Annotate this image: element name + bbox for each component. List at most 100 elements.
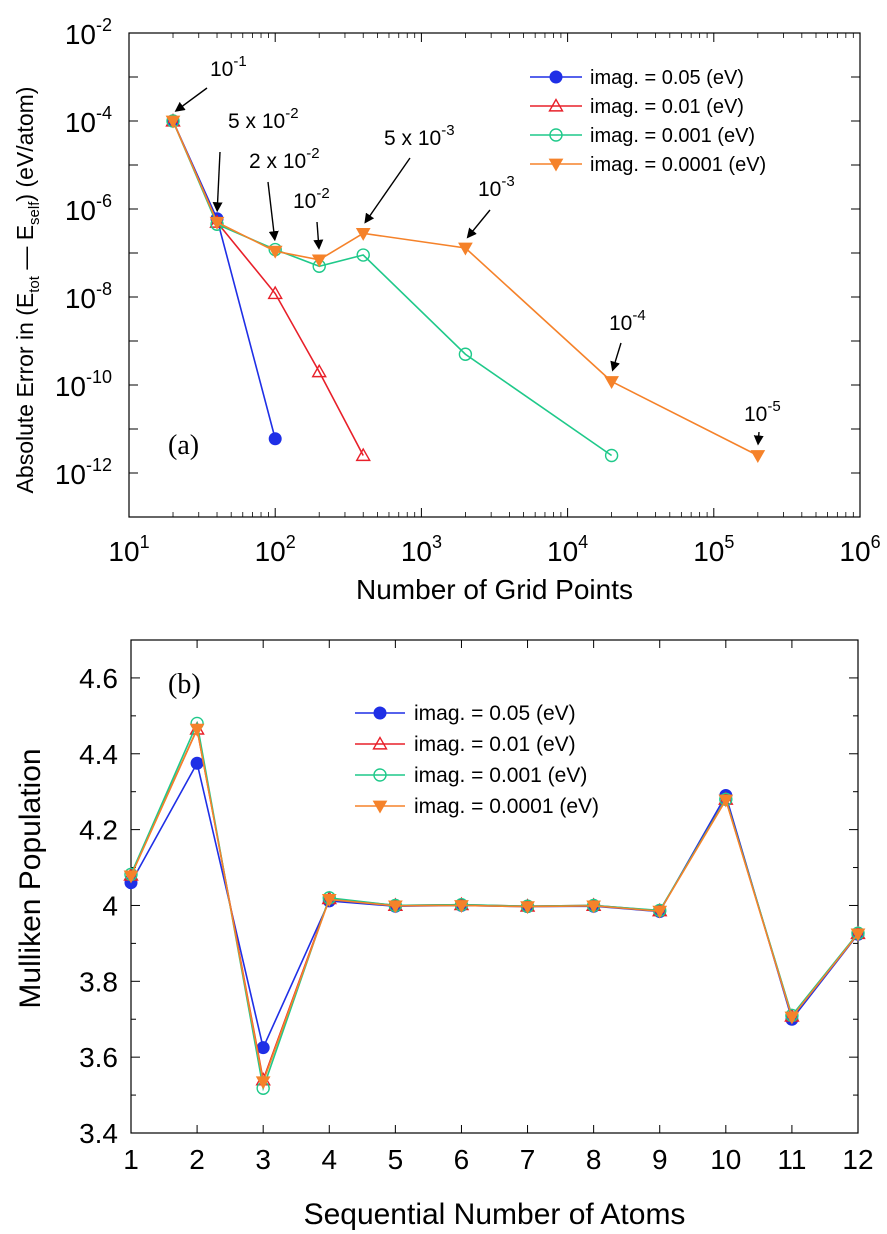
annotation-arrow: [364, 157, 411, 224]
data-point: [586, 900, 601, 914]
annotation-arrow: [753, 431, 764, 446]
data-point: [718, 794, 734, 808]
data-point: [750, 450, 766, 463]
legend-label: imag. = 0.01 (eV): [590, 96, 744, 118]
x-tick-label: 10: [710, 1144, 741, 1175]
annotation-arrow: [313, 221, 324, 250]
data-point: [652, 905, 668, 919]
x-axis-label: Sequential Number of Atoms: [304, 1198, 686, 1231]
annotation-label: 10-3: [478, 173, 515, 201]
annotation-arrow: [610, 342, 622, 372]
annotation-arrow: [174, 87, 208, 112]
x-tick-label: 9: [652, 1144, 668, 1175]
legend-label: imag. = 0.0001 (eV): [414, 795, 599, 818]
x-tick-label: 1: [123, 1144, 139, 1175]
data-point: [520, 901, 535, 915]
data-point: [784, 1011, 800, 1025]
y-axis-label: Absolute Error in (Etot — Eself) (eV/ato…: [12, 87, 43, 494]
y-tick-label: 4.2: [79, 815, 118, 846]
legend-marker: [373, 706, 387, 720]
y-tick-label: 4.6: [79, 663, 118, 694]
x-tick-label: 4: [321, 1144, 337, 1175]
x-tick-label: 106: [839, 532, 880, 567]
annotation-arrow: [466, 209, 491, 239]
annotation-label: 5 x 10-3: [384, 122, 455, 150]
data-point: [165, 115, 181, 129]
series-line: [172, 120, 759, 457]
data-point: [458, 347, 473, 361]
y-tick-label: 10-4: [65, 103, 112, 138]
y-tick-label: 10-10: [55, 367, 112, 402]
y-axis-label: Mulliken Population: [14, 748, 47, 1008]
legend-marker: [373, 768, 387, 782]
annotation-label: 10-5: [744, 398, 781, 426]
data-point: [189, 723, 205, 737]
y-tick-label: 10-8: [65, 279, 112, 314]
legend-marker: [548, 98, 564, 112]
data-point: [321, 894, 337, 907]
data-point: [388, 900, 403, 914]
x-tick-label: 101: [108, 532, 149, 567]
plot-frame: [128, 32, 861, 518]
x-tick-label: 104: [547, 532, 588, 567]
y-tick-label: 4: [102, 890, 118, 921]
data-point: [458, 242, 473, 256]
x-tick-label: 5: [388, 1144, 404, 1175]
x-tick-label: 2: [189, 1144, 205, 1175]
x-tick-label: 12: [842, 1144, 873, 1175]
y-tick-label: 10-12: [55, 455, 112, 490]
x-tick-label: 3: [255, 1144, 271, 1175]
legend-marker: [548, 158, 564, 172]
legend-marker: [372, 736, 388, 750]
y-tick-label: 3.8: [79, 966, 118, 997]
data-point: [604, 376, 619, 390]
x-tick-label: 6: [454, 1144, 470, 1175]
y-tick-label: 10-6: [65, 191, 112, 226]
data-point: [267, 245, 283, 259]
data-point: [209, 216, 225, 230]
x-tick-label: 102: [255, 532, 296, 567]
annotation-label: 10-1: [210, 53, 247, 81]
series-line: [130, 726, 859, 1085]
data-point: [190, 756, 204, 770]
y-tick-label: 4.4: [79, 739, 118, 770]
x-axis-label: Number of Grid Points: [356, 574, 633, 605]
data-point: [355, 227, 371, 241]
y-tick-label: 10-2: [65, 15, 112, 50]
data-point: [267, 285, 283, 300]
data-point: [123, 870, 139, 884]
x-tick-label: 103: [401, 532, 442, 567]
data-point: [356, 248, 370, 262]
panel-b-chart: 1 2 3 4 5 6 7 8 9 10 11 123.43.63.844.24.44.6Sequen…: [14, 639, 874, 1231]
legend-label: imag. = 0.01 (eV): [414, 733, 576, 756]
data-point: [604, 448, 619, 463]
legend-label: imag. = 0.05 (eV): [590, 67, 744, 89]
legend-label: imag. = 0.001 (eV): [590, 125, 755, 147]
series-line: [172, 120, 613, 457]
panel-label: (a): [168, 430, 199, 461]
legend-label: imag. = 0.001 (eV): [414, 764, 587, 787]
y-tick-label: 3.6: [79, 1042, 118, 1073]
legend-marker: [549, 128, 563, 142]
data-point: [256, 1041, 270, 1055]
legend-marker: [549, 70, 563, 84]
data-point: [311, 254, 327, 268]
legend-label: imag. = 0.05 (eV): [414, 702, 576, 725]
annotation-label: 2 x 10-2: [249, 145, 320, 173]
legend-label: imag. = 0.0001 (eV): [590, 154, 766, 176]
data-point: [311, 363, 327, 378]
x-tick-label: 7: [520, 1144, 536, 1175]
y-tick-label: 3.4: [79, 1118, 118, 1149]
x-tick-label: 11: [777, 1144, 806, 1175]
x-tick-label: 105: [693, 532, 734, 567]
annotation-label: 5 x 10-2: [228, 105, 299, 133]
panel-label: (b): [168, 669, 201, 700]
data-point: [850, 928, 866, 942]
annotation-label: 10-4: [609, 307, 646, 335]
data-point: [268, 432, 282, 446]
annotation-label: 10-2: [293, 185, 330, 213]
panel-a-chart: 101 102 103 104 105 106 10-2 10-4 10-6 10-8 10-10 1…: [12, 15, 881, 605]
data-point: [255, 1076, 271, 1090]
data-point: [355, 447, 371, 462]
